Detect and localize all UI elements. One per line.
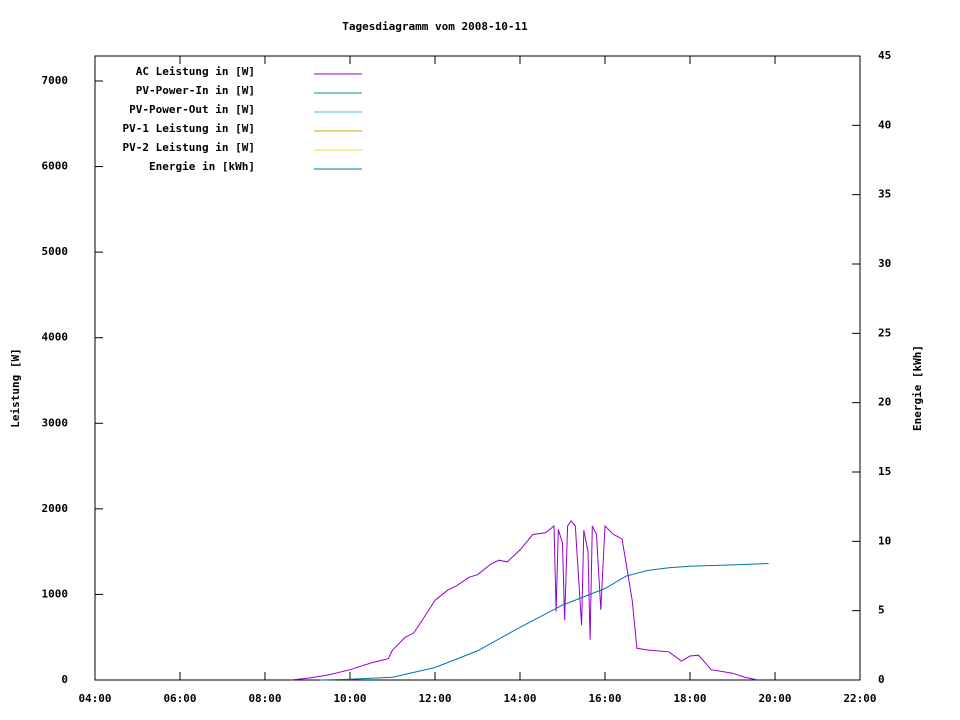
y2-tick-label: 40 bbox=[878, 118, 891, 131]
y-tick-label: 3000 bbox=[42, 416, 69, 429]
x-tick-label: 20:00 bbox=[758, 692, 791, 705]
x-tick-label: 10:00 bbox=[333, 692, 366, 705]
x-tick-label: 14:00 bbox=[503, 692, 536, 705]
y2-tick-label: 45 bbox=[878, 49, 891, 62]
y2-tick-label: 20 bbox=[878, 396, 891, 409]
x-tick-label: 16:00 bbox=[588, 692, 621, 705]
legend-label: AC Leistung in [W] bbox=[136, 65, 255, 78]
y-axis-label: Leistung [W] bbox=[9, 348, 22, 427]
legend-label: PV-Power-In in [W] bbox=[136, 84, 255, 97]
y-tick-label: 1000 bbox=[42, 587, 69, 600]
x-tick-label: 06:00 bbox=[163, 692, 196, 705]
plot-frame bbox=[94, 55, 861, 681]
legend-label: PV-Power-Out in [W] bbox=[129, 103, 255, 116]
y2-tick-label: 25 bbox=[878, 326, 891, 339]
y-tick-label: 6000 bbox=[42, 160, 69, 173]
y-tick-label: 4000 bbox=[42, 331, 69, 344]
y2-tick-label: 5 bbox=[878, 604, 885, 617]
x-tick-label: 04:00 bbox=[78, 692, 111, 705]
y2-tick-label: 35 bbox=[878, 188, 891, 201]
y2-tick-label: 10 bbox=[878, 534, 891, 547]
y2-axis-label: Energie [kWh] bbox=[911, 345, 924, 431]
legend-label: PV-2 Leistung in [W] bbox=[123, 141, 255, 154]
y-tick-label: 5000 bbox=[42, 245, 69, 258]
y-tick-label: 7000 bbox=[42, 74, 69, 87]
y2-tick-label: 0 bbox=[878, 673, 885, 686]
x-tick-label: 08:00 bbox=[248, 692, 281, 705]
x-tick-label: 18:00 bbox=[673, 692, 706, 705]
legend-label: PV-1 Leistung in [W] bbox=[123, 122, 255, 135]
x-tick-label: 12:00 bbox=[418, 692, 451, 705]
series-line bbox=[320, 563, 769, 681]
x-tick-label: 22:00 bbox=[843, 692, 876, 705]
y-tick-label: 2000 bbox=[42, 502, 69, 515]
series-line bbox=[290, 519, 759, 681]
y2-tick-label: 30 bbox=[878, 257, 891, 270]
legend-label: Energie in [kWh] bbox=[149, 160, 255, 173]
chart-title: Tagesdiagramm vom 2008-10-11 bbox=[342, 20, 528, 33]
y2-tick-label: 15 bbox=[878, 465, 891, 478]
y-tick-label: 0 bbox=[61, 673, 68, 686]
